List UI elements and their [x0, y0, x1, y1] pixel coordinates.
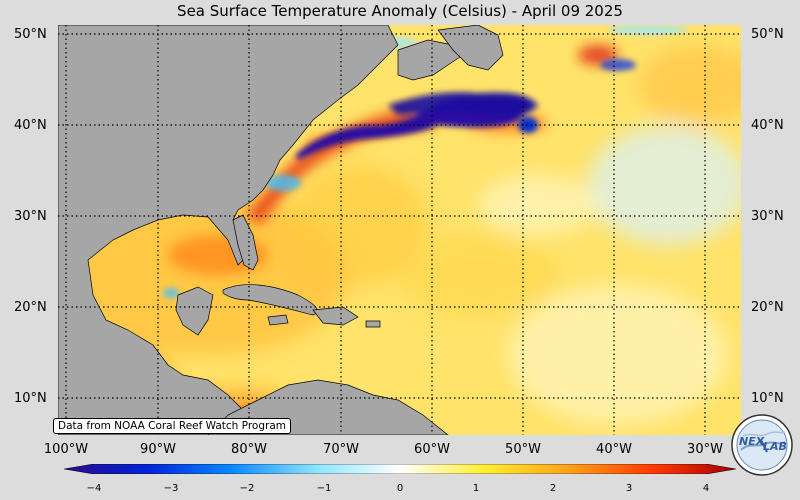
lon-label-80w: 80°W [231, 442, 267, 457]
sst-anomaly-map [58, 25, 741, 435]
lon-label-70w: 70°W [323, 442, 359, 457]
lon-label-90w: 90°W [140, 442, 176, 457]
lat-label-right-30: 30°N [751, 209, 784, 224]
svg-text:LAB: LAB [763, 440, 787, 453]
lat-label-left-30: 30°N [14, 209, 47, 224]
colorbar-tick-neg3: −3 [163, 483, 179, 494]
colorbar-tick-neg2: −2 [239, 483, 255, 494]
lon-label-100w: 100°W [43, 442, 89, 457]
lat-label-right-10: 10°N [751, 391, 784, 406]
lat-label-right-40: 40°N [751, 118, 784, 133]
lon-label-60w: 60°W [414, 442, 450, 457]
colorbar-tick-0: 0 [396, 483, 404, 494]
cold-anomaly-band [163, 25, 688, 411]
lon-label-30w: 30°W [687, 442, 723, 457]
lat-label-left-10: 10°N [14, 391, 47, 406]
land-masses [58, 25, 504, 435]
lat-label-left-20: 20°N [14, 300, 47, 315]
colorbar-tick-neg1: −1 [316, 483, 332, 494]
lat-label-left-50: 50°N [14, 27, 47, 42]
map-title: Sea Surface Temperature Anomaly (Celsius… [177, 2, 623, 20]
lon-label-50w: 50°W [505, 442, 541, 457]
graticule [58, 25, 741, 435]
colorbar-tick-1: 1 [472, 483, 480, 494]
lat-label-right-20: 20°N [751, 300, 784, 315]
svg-text:NEX: NEX [739, 435, 765, 448]
colorbar-tick-neg4: −4 [86, 483, 102, 494]
lat-label-left-40: 40°N [14, 118, 47, 133]
nexlab-logo: NEX LAB [731, 414, 793, 476]
colorbar-tick-4: 4 [702, 483, 710, 494]
colorbar-tick-3: 3 [625, 483, 633, 494]
colorbar-tick-2: 2 [549, 483, 557, 494]
colorbar [64, 464, 736, 474]
lon-label-40w: 40°W [596, 442, 632, 457]
lat-label-right-50: 50°N [751, 27, 784, 42]
data-credit: Data from NOAA Coral Reef Watch Program [53, 418, 291, 434]
